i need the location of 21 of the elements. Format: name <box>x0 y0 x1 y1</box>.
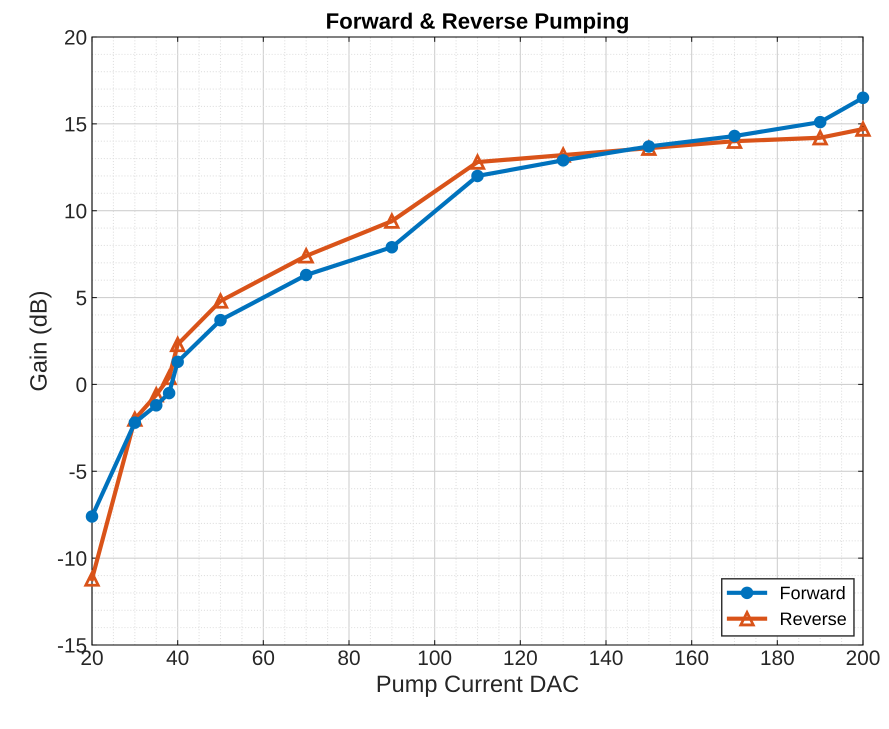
chart-title: Forward & Reverse Pumping <box>327 12 628 34</box>
x-tick-label: 200 <box>846 650 880 666</box>
y-tick-label: -10 <box>58 551 86 566</box>
x-tick-label: 160 <box>676 650 708 666</box>
y-tick-label: 15 <box>66 117 86 132</box>
x-tick-label: 60 <box>252 650 274 666</box>
x-tick-label: 180 <box>762 650 794 666</box>
y-tick-label: 5 <box>76 290 86 306</box>
y-tick-label: 0 <box>76 377 86 392</box>
x-tick-label: 80 <box>338 650 360 666</box>
x-tick-label: 100 <box>418 650 452 666</box>
y-tick-label: 20 <box>65 30 86 45</box>
x-tick-label: 40 <box>166 650 188 666</box>
x-axis-title: Pump Current DAC <box>378 675 578 697</box>
legend-label: Forward <box>781 586 845 600</box>
y-tick-label: 10 <box>66 204 86 218</box>
y-axis-title: Gain (dB) <box>29 292 52 390</box>
legend-label: Reverse <box>781 612 846 626</box>
x-tick-label: 120 <box>504 650 537 666</box>
x-tick-label: 140 <box>590 650 623 666</box>
y-tick-label: -5 <box>70 464 86 480</box>
